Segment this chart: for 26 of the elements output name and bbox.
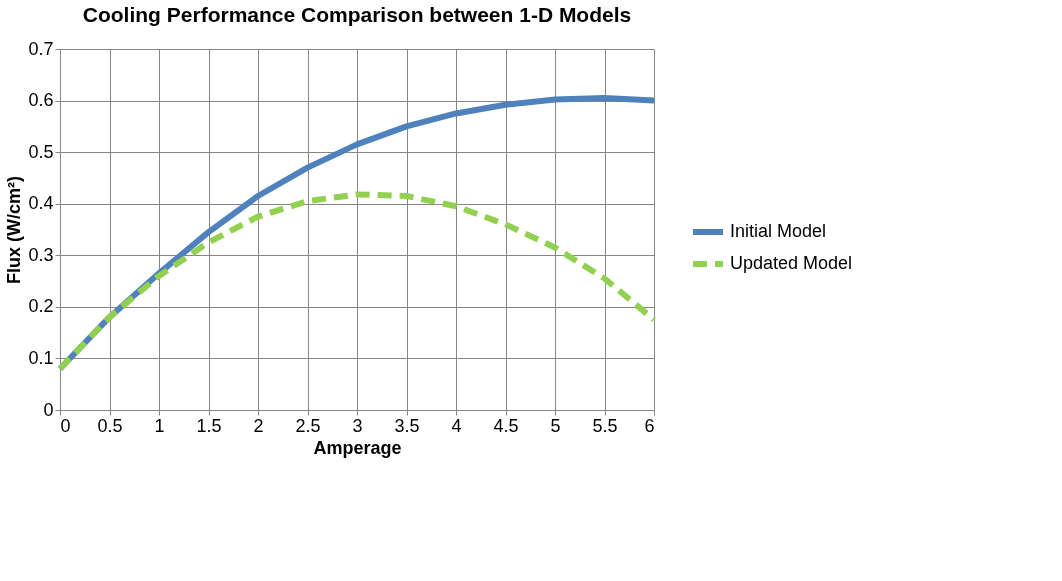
- x-tick-label: 4: [451, 415, 462, 436]
- x-tick-label: 6: [644, 415, 655, 436]
- y-tick-label: 0.5: [28, 141, 54, 162]
- y-tick-label: 0.3: [28, 244, 54, 265]
- y-axis-title: Flux (W/cm²): [4, 176, 25, 284]
- x-tick-label: 0.5: [97, 415, 123, 436]
- x-tick-label: 2.5: [295, 415, 321, 436]
- x-tick-label: 3: [352, 415, 363, 436]
- legend-label: Initial Model: [730, 221, 827, 241]
- x-tick-label: 2: [253, 415, 264, 436]
- x-tick-label: 5: [550, 415, 561, 436]
- chart-title: Cooling Performance Comparison between 1-D Models: [82, 3, 632, 26]
- x-tick-label: 5.5: [592, 415, 618, 436]
- y-tick-label: 0.1: [28, 347, 54, 368]
- y-tick-label: 0: [43, 399, 54, 420]
- x-tick-label: 0: [60, 415, 71, 436]
- x-tick-label: 3.5: [394, 415, 420, 436]
- x-tick-label: 1: [154, 415, 165, 436]
- x-axis-title: Amperage: [313, 437, 402, 458]
- y-tick-label: 0.2: [28, 296, 54, 317]
- y-tick-label: 0.7: [28, 38, 54, 59]
- y-tick-label: 0.6: [28, 90, 54, 111]
- legend-label: Updated Model: [730, 253, 853, 273]
- x-tick-label: 4.5: [493, 415, 519, 436]
- x-tick-label: 1.5: [196, 415, 222, 436]
- y-tick-label: 0.4: [28, 193, 54, 214]
